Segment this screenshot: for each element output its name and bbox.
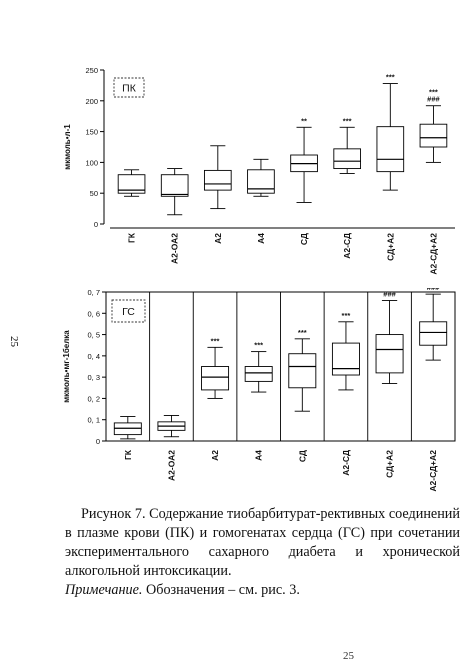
y-axis-label: мкмоль•мг-1белка [62,330,71,403]
y-tick-label: 0 [94,220,98,229]
box-iqr [117,174,146,194]
box-iqr [333,148,362,170]
box-iqr [376,126,405,173]
y-tick-label: 0, 6 [87,309,100,318]
category-label: СД [297,450,307,462]
panel-label-box [113,77,145,98]
category-label: А2-ОА2 [170,233,180,264]
box-iqr [419,123,448,148]
box-iqr [375,334,404,374]
significance-mark: ### [427,95,440,104]
box-iqr [201,366,230,391]
y-tick-label: 0, 7 [87,288,100,297]
y-tick-label: 0, 3 [87,373,100,382]
box-iqr [244,366,273,382]
category-label: ГК [127,232,137,243]
y-tick-label: 0, 5 [87,331,100,340]
category-label: ГК [123,449,133,460]
category-label: А2-СД [342,233,352,259]
figure-caption: Рисунок 7. Содержание тиобарбитурат-рект… [65,505,460,600]
box-iqr [288,353,317,389]
note-label: Примечание. [65,582,143,598]
chart-plasma: 0 50 100 150 200 250 мкмоль•л-1 ПК ГК А2-ОА2 А2 А4 *… [63,66,455,275]
category-label: А2-СД [341,450,351,476]
y-tick-label: 0 [96,437,100,446]
box-iqr [203,169,232,191]
significance-mark: ### [383,290,396,299]
category-label: А2-СД+А2 [428,233,438,275]
y-tick-label: 250 [85,66,98,75]
significance-mark: *** [342,311,351,320]
category-label: СД+А2 [385,450,395,478]
significance-mark: ### [427,288,440,292]
chart-heart: 0 0, 1 0, 2 0, 3 0, 4 0, 5 0, 6 0, 7 мкмоль•мг-1… [62,288,456,492]
y-tick-label: 0, 1 [87,416,100,425]
panel-label-box [111,299,146,323]
box-iqr [247,169,275,194]
y-tick-label: 200 [85,97,98,106]
significance-mark: *** [343,116,352,125]
y-tick-label: 50 [90,189,98,198]
significance-mark: *** [298,328,307,337]
panel-label: ПК [122,83,137,95]
significance-mark: *** [254,341,263,350]
category-label: А2-СД+А2 [428,450,438,492]
category-label: А2 [213,233,223,244]
category-label: А4 [254,450,264,461]
significance-mark: ** [301,116,307,125]
box-iqr [331,342,360,376]
y-axis-label: мкмоль•л-1 [63,124,72,170]
category-label: СД+А2 [385,233,395,261]
box-iqr [419,321,448,346]
caption-note: Примечание. Обозначения – см. рис. 3. [65,581,460,600]
caption-text: Рисунок 7. Содержание тиобарбитурат-рект… [65,506,460,579]
y-tick-label: 150 [85,128,98,137]
category-label: А2-ОА2 [166,450,176,481]
y-tick-label: 0, 2 [87,394,100,403]
box-iqr [160,174,189,197]
category-label: СД [299,233,309,245]
significance-mark: *** [386,73,395,82]
page-number: 25 [8,336,20,347]
significance-mark: *** [211,336,220,345]
y-tick-label: 100 [85,158,98,167]
category-label: А2 [210,450,220,461]
note-text: Обозначения – см. рис. 3. [142,582,300,598]
bottom-page-mark: 25 [343,650,354,662]
significance-mark: *** [429,88,438,97]
panel-label: ГС [122,306,135,318]
significance-mark: *** [385,288,394,292]
y-tick-label: 0, 4 [87,352,100,361]
category-label: А4 [256,233,266,244]
